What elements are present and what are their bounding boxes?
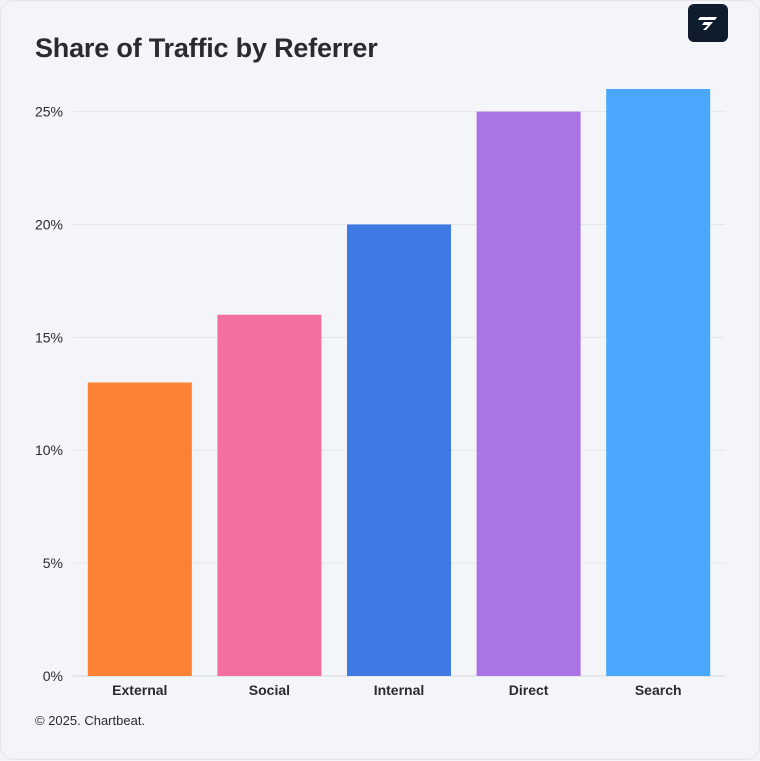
y-tick-label: 0% <box>43 668 63 684</box>
x-tick-label: Direct <box>509 682 549 698</box>
x-tick-label: External <box>112 682 167 698</box>
bar-direct[interactable] <box>476 111 581 677</box>
y-tick-label: 20% <box>35 216 63 232</box>
y-tick-label: 25% <box>35 104 63 120</box>
bar-internal[interactable] <box>347 224 451 676</box>
bar-external[interactable] <box>87 382 192 677</box>
copyright-footer: © 2025. Chartbeat. <box>35 713 146 728</box>
bar-search[interactable] <box>606 89 711 676</box>
y-axis-tick-labels: 0% 5% 10% 15% 20% 25% <box>35 104 63 684</box>
y-tick-label: 15% <box>35 329 63 345</box>
x-tick-label: Internal <box>374 682 425 698</box>
x-tick-label: Social <box>249 682 290 698</box>
x-axis-tick-labels: External Social Internal Direct Search <box>112 682 681 698</box>
bars <box>87 89 711 677</box>
x-tick-label: Search <box>635 682 682 698</box>
chartbeat-logo-icon <box>688 4 728 42</box>
y-tick-label: 10% <box>35 442 63 458</box>
chart-title: Share of Traffic by Referrer <box>35 33 378 63</box>
bar-social[interactable] <box>217 314 322 676</box>
y-tick-label: 5% <box>43 555 63 571</box>
